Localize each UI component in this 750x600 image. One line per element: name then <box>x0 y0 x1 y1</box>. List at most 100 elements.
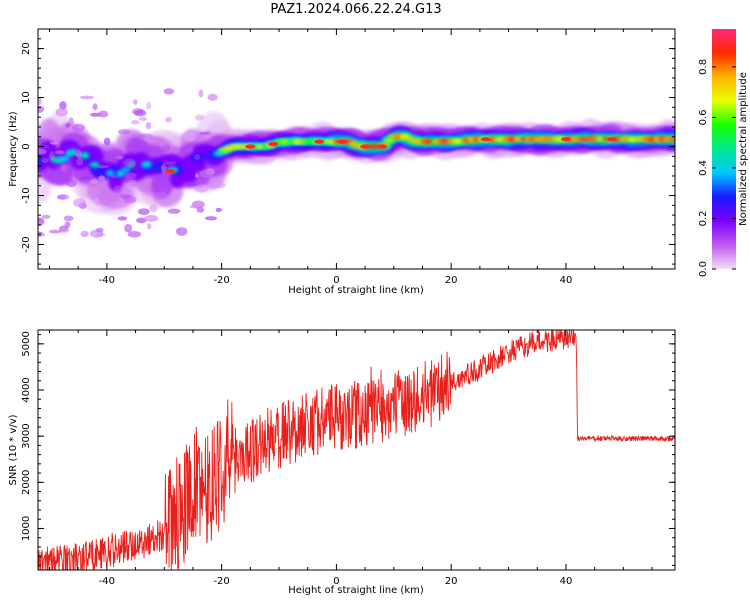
spectrogram-speckle <box>59 101 67 110</box>
spectrogram-speckle <box>38 148 47 155</box>
snr-ytick-label: 1000 <box>21 516 32 541</box>
spectrogram-speckle <box>207 93 218 101</box>
spectrogram-speckle <box>90 179 98 184</box>
spectrogram-speckle <box>120 194 132 199</box>
spectrogram-speckle <box>118 129 131 135</box>
spectrogram-speckle <box>194 154 201 160</box>
spectrogram-ytick-label: -10 <box>21 187 32 203</box>
spectrogram-ytick-label: 20 <box>21 42 32 55</box>
spectrogram-speckle <box>48 229 62 234</box>
spectrogram-peak <box>268 141 279 147</box>
snr-ylabel: SNR (10 * v/v) <box>8 414 19 485</box>
spectrogram-speckle <box>175 227 188 236</box>
spectrogram-speckle <box>144 215 159 222</box>
spectrogram-peak <box>377 144 388 149</box>
snr-frame <box>37 329 676 571</box>
spectrogram-speckle <box>41 214 51 219</box>
spectrogram-speckle <box>38 97 42 106</box>
snr-xtick-label: -40 <box>99 576 115 587</box>
spectrogram-speckle <box>65 179 77 187</box>
spectrogram-speckle <box>136 217 147 224</box>
spectrogram-speckle <box>38 231 43 236</box>
spectrogram-speckle <box>204 216 218 221</box>
spectrogram-speckle <box>129 179 137 188</box>
spectrogram-speckle <box>145 178 152 184</box>
spectrogram-speckle <box>113 184 122 194</box>
spectrogram-speckle <box>147 223 152 230</box>
spectrogram-speckle <box>117 216 128 221</box>
snr-series-line <box>38 330 675 570</box>
spectrogram-speckle <box>41 157 49 164</box>
spectrogram-speckle <box>145 121 152 130</box>
snr-panel: -40 -20 0 20 40 1000 2000 3000 4000 5000 Height o… <box>8 329 676 596</box>
colorbar-tick-label: 0.0 <box>698 261 709 277</box>
snr-ytick-label: 2000 <box>21 470 32 495</box>
spectrogram-blob <box>149 160 164 173</box>
spectrogram-xtick-label: 40 <box>560 275 573 286</box>
spectrogram-xtick-label: -40 <box>99 275 115 286</box>
spectrogram-peak <box>314 139 325 144</box>
spectrogram-speckle <box>161 145 171 153</box>
spectrogram-speckle <box>215 207 222 213</box>
spectrogram-speckle <box>72 123 86 132</box>
spectrogram-speckle <box>189 204 204 209</box>
spectrogram-speckle <box>122 158 136 167</box>
snr-xtick-label: 20 <box>445 576 458 587</box>
spectrogram-speckle <box>181 152 186 156</box>
spectrogram-speckle <box>171 146 179 154</box>
snr-xtick-label: 40 <box>560 576 573 587</box>
spectrogram-speckle <box>103 137 111 146</box>
spectrogram-speckle <box>138 117 148 121</box>
spectrogram-speckle <box>146 101 152 110</box>
colorbar-ticks: 0.0 0.2 0.4 0.6 0.8 <box>698 59 736 277</box>
spectrogram-speckle <box>137 208 150 216</box>
spectrogram-xlabel: Height of straight line (km) <box>288 285 424 296</box>
spectrogram-speckle <box>161 164 167 173</box>
spectrogram-speckle <box>111 174 118 179</box>
spectrogram-speckle <box>49 151 55 160</box>
spectrogram-speckle <box>124 172 137 180</box>
spectrogram-speckle <box>38 218 43 222</box>
spectrogram-speckle <box>169 165 175 169</box>
colorbar-tick-label: 0.6 <box>698 109 709 125</box>
spectrogram-speckle <box>198 89 204 98</box>
snr-ytick-label: 4000 <box>21 377 32 402</box>
colorbar-strip <box>712 29 736 269</box>
spectrogram-speckle <box>127 230 142 238</box>
spectrogram-speckle <box>92 103 98 111</box>
spectrogram-speckle <box>63 215 74 222</box>
snr-xlabel: Height of straight line (km) <box>288 585 424 596</box>
colorbar: 0.0 0.2 0.4 0.6 0.8 Normalized spectral ampl… <box>698 29 749 277</box>
chart-title: PAZ1.2024.066.22.24.G13 <box>270 2 442 17</box>
spectrogram-peak <box>245 144 256 149</box>
spectrogram-speckle <box>98 175 106 180</box>
spectrogram-blob <box>79 152 90 159</box>
snr-ytick-label: 5000 <box>21 331 32 356</box>
spectrogram-speckle <box>194 114 205 121</box>
spectrogram-peak <box>480 137 491 142</box>
colorbar-tick-label: 0.8 <box>698 59 709 75</box>
spectrogram-speckle <box>167 208 181 214</box>
snr-ytick-label: 3000 <box>21 423 32 448</box>
spectrogram-speckle <box>65 122 71 128</box>
snr-xtick-label: -20 <box>213 576 229 587</box>
snr-xtick-label: 0 <box>333 576 339 587</box>
spectrogram-speckle <box>89 229 104 238</box>
spectrogram-speckle <box>194 173 200 179</box>
spectrogram-peak <box>560 137 571 142</box>
spectrogram-blob <box>97 180 134 210</box>
spectrogram-speckle <box>115 155 124 160</box>
spectrogram-speckle <box>124 223 133 233</box>
colorbar-tick-label: 0.2 <box>698 211 709 227</box>
spectrogram-blob <box>141 160 152 169</box>
spectrogram-xtick-label: 20 <box>445 275 458 286</box>
spectrogram-xtick-label: 0 <box>333 275 339 286</box>
spectrogram-ticks: -40 -20 0 20 40 -20 -10 0 10 20 <box>21 28 675 286</box>
spectrogram-speckle <box>184 182 197 187</box>
spectrogram-peak <box>360 144 371 149</box>
spectrogram-panel: -40 -20 0 20 40 -20 -10 0 10 20 Height of straigh… <box>8 28 676 296</box>
colorbar-label: Normalized spectral amplitude <box>738 72 749 226</box>
spectrogram-speckle <box>90 112 101 117</box>
spectrogram-speckle <box>139 133 154 139</box>
